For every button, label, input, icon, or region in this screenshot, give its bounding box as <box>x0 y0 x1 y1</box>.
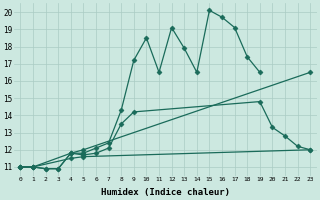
X-axis label: Humidex (Indice chaleur): Humidex (Indice chaleur) <box>101 188 230 197</box>
